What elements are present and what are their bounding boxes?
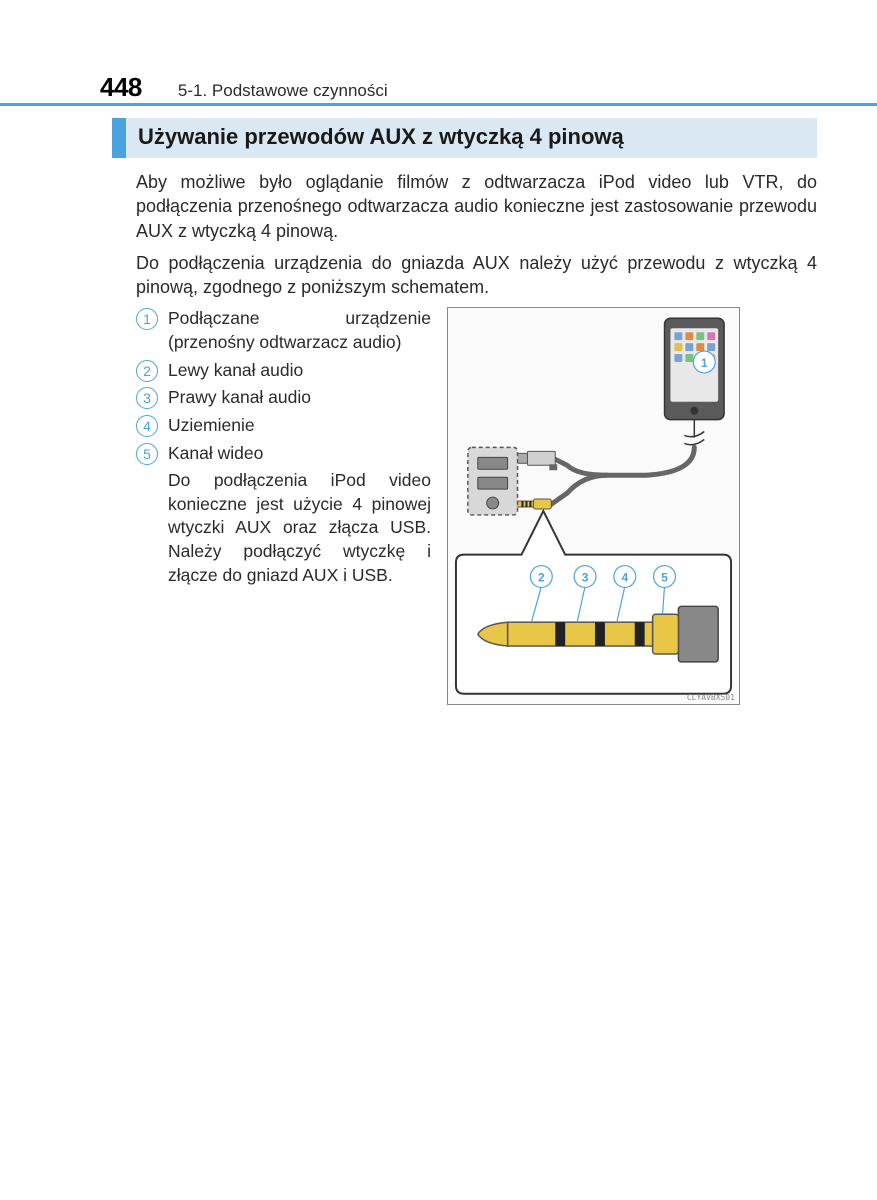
aux-usb-port-icon <box>468 448 518 516</box>
list-item-text: Uziemienie <box>168 414 431 438</box>
list-number-circle: 3 <box>136 387 158 409</box>
svg-text:5: 5 <box>661 571 668 585</box>
callout-5: 5 <box>654 566 676 588</box>
list-item: 2 Lewy kanał audio <box>136 359 431 383</box>
section-label: 5-1. Podstawowe czynności <box>178 81 388 101</box>
callout-4: 4 <box>614 566 636 588</box>
list-number-circle: 4 <box>136 415 158 437</box>
list-item-text: Podłączane urządzenie (przenośny odtwarz… <box>168 307 431 354</box>
callout-3: 3 <box>574 566 596 588</box>
heading-accent-stripe <box>112 118 126 158</box>
list-number-circle: 5 <box>136 443 158 465</box>
device-icon <box>665 319 725 420</box>
aux-cable-diagram: 1 2 3 4 <box>447 307 740 705</box>
cable-aux <box>547 476 607 508</box>
body-content: Aby możliwe było oglądanie filmów z odtw… <box>136 170 817 705</box>
usb-plug-icon <box>516 452 558 471</box>
extra-note: Do podłączenia iPod video konieczne jest… <box>168 469 431 587</box>
cable-break-icon <box>684 420 704 445</box>
svg-text:3: 3 <box>582 571 589 585</box>
cable-main <box>607 448 694 476</box>
list-item: 1 Podłączane urządzenie (przenośny odtwa… <box>136 307 431 354</box>
list-item-text: Lewy kanał audio <box>168 359 431 383</box>
heading-text: Używanie przewodów AUX z wtyczką 4 pinow… <box>126 118 817 158</box>
page-header: 448 5-1. Podstawowe czynności <box>0 72 877 106</box>
list-item: 5 Kanał wideo <box>136 442 431 466</box>
list-item-text: Kanał wideo <box>168 442 431 466</box>
page-number: 448 <box>100 72 142 103</box>
section-heading: Używanie przewodów AUX z wtyczką 4 pinow… <box>112 118 817 158</box>
list-item-text: Prawy kanał audio <box>168 386 431 410</box>
list-number-circle: 1 <box>136 308 158 330</box>
list-item: 4 Uziemienie <box>136 414 431 438</box>
callout-1: 1 <box>693 352 715 374</box>
cable-usb <box>555 460 607 476</box>
zoom-callout-outline <box>456 511 731 694</box>
intro-paragraph-2: Do podłączenia urządzenia do gniazda AUX… <box>136 251 817 300</box>
callout-2: 2 <box>530 566 552 588</box>
diagram-code-label: CLYAVBX501 <box>687 693 735 702</box>
numbered-list-column: 1 Podłączane urządzenie (przenośny odtwa… <box>136 307 431 705</box>
svg-text:2: 2 <box>538 571 545 585</box>
two-column-layout: 1 Podłączane urządzenie (przenośny odtwa… <box>136 307 817 705</box>
diagram-column: 1 2 3 4 <box>447 307 817 705</box>
aux-plug-small-icon <box>518 500 552 510</box>
diagram-svg: 1 2 3 4 <box>448 308 739 704</box>
intro-paragraph-1: Aby możliwe było oglądanie filmów z odtw… <box>136 170 817 243</box>
list-item: 3 Prawy kanał audio <box>136 386 431 410</box>
svg-text:1: 1 <box>701 356 708 370</box>
svg-text:4: 4 <box>621 571 628 585</box>
list-number-circle: 2 <box>136 360 158 382</box>
